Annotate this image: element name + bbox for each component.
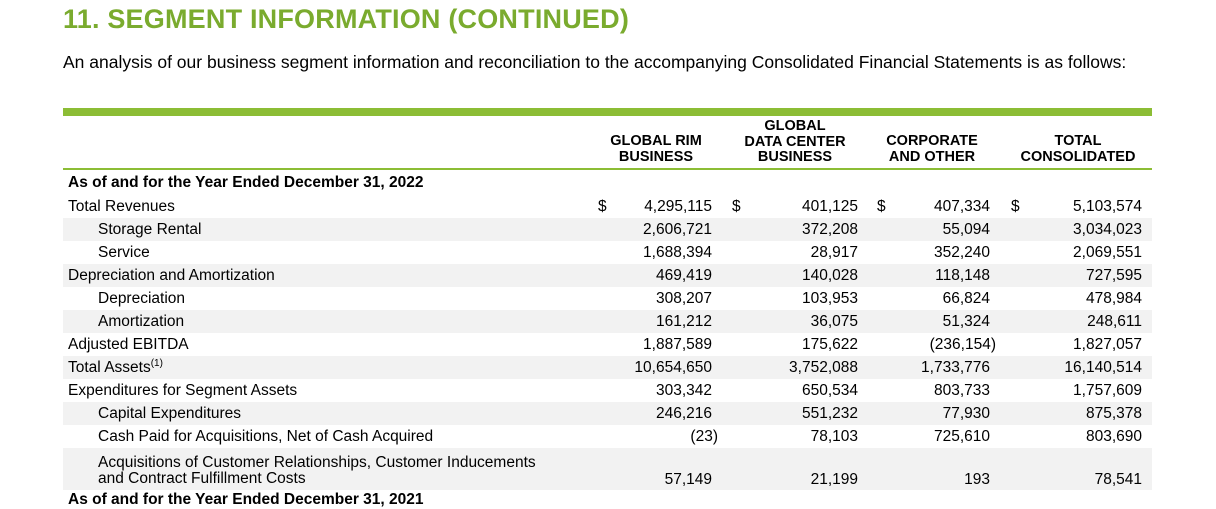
cell-total: 78,541 bbox=[1094, 471, 1142, 488]
cell-data-center: 103,953 bbox=[801, 290, 858, 307]
cell-global-rim: 4,295,115 bbox=[644, 198, 712, 215]
cell-total: 1,827,057 bbox=[1073, 336, 1142, 353]
cell-data-center: 372,208 bbox=[801, 221, 858, 238]
table-row: Amortization 161,212 36,075 51,324 248,6… bbox=[63, 310, 1152, 333]
cell-data-center: 28,917 bbox=[810, 244, 858, 261]
row-label: Total Assets(1) bbox=[68, 357, 163, 376]
cell-total: 5,103,574 bbox=[1073, 198, 1142, 215]
cell-data-center: 3,752,088 bbox=[789, 359, 858, 376]
cell-total: 3,034,023 bbox=[1073, 221, 1142, 238]
intro-paragraph: An analysis of our business segment info… bbox=[63, 52, 1127, 72]
table-row: Acquisitions of Customer Relationships, … bbox=[63, 448, 1152, 490]
header-rule bbox=[63, 168, 1152, 170]
cell-corporate: 1,733,776 bbox=[921, 359, 990, 376]
cell-data-center: 401,125 bbox=[801, 198, 858, 215]
cell-data-center: 175,622 bbox=[801, 336, 858, 353]
cell-global-rim: 246,216 bbox=[655, 405, 712, 422]
cell-corporate: 725,610 bbox=[933, 428, 990, 445]
row-label: Depreciation and Amortization bbox=[68, 267, 275, 284]
cell-global-rim: 1,688,394 bbox=[643, 244, 712, 261]
cell-data-center: 36,075 bbox=[810, 313, 858, 330]
table-row: Storage Rental 2,606,721 372,208 55,094 … bbox=[63, 218, 1152, 241]
cell-corporate: 51,324 bbox=[942, 313, 990, 330]
cell-total: 1,757,609 bbox=[1073, 382, 1142, 399]
cell-total: 248,611 bbox=[1087, 313, 1142, 330]
cell-global-rim: 1,887,589 bbox=[643, 336, 712, 353]
cell-data-center: 21,199 bbox=[810, 471, 858, 488]
cell-global-rim: 2,606,721 bbox=[643, 221, 712, 238]
cell-corporate: 193 bbox=[964, 471, 990, 488]
page-title: 11. SEGMENT INFORMATION (CONTINUED) bbox=[63, 4, 630, 34]
row-label: Depreciation bbox=[98, 290, 186, 307]
cell-corporate: 66,824 bbox=[942, 290, 990, 307]
cell-global-rim: 303,342 bbox=[655, 382, 712, 399]
cell-corporate: 55,094 bbox=[942, 221, 990, 238]
cell-total: 727,595 bbox=[1085, 267, 1142, 284]
section-heading-row: As of and for the Year Ended December 31… bbox=[63, 172, 1152, 194]
table-row: Expenditures for Segment Assets 303,342 … bbox=[63, 379, 1152, 402]
table-row: Depreciation and Amortization 469,419 14… bbox=[63, 264, 1152, 287]
currency-symbol: $ bbox=[877, 198, 886, 215]
cell-corporate: 803,733 bbox=[933, 382, 990, 399]
cell-data-center: 140,028 bbox=[801, 267, 858, 284]
cell-total: 16,140,514 bbox=[1064, 359, 1142, 376]
row-label: Capital Expenditures bbox=[98, 405, 242, 422]
row-label: Expenditures for Segment Assets bbox=[68, 382, 298, 399]
row-label: Cash Paid for Acquisitions, Net of Cash … bbox=[98, 428, 434, 445]
cell-corporate: 77,930 bbox=[942, 405, 990, 422]
table-row: Total Assets(1) 10,654,650 3,752,088 1,7… bbox=[63, 356, 1152, 379]
row-label: Adjusted EBITDA bbox=[68, 336, 189, 353]
cell-data-center: 78,103 bbox=[810, 428, 858, 445]
row-label: Total Revenues bbox=[68, 198, 175, 215]
cell-data-center: 551,232 bbox=[801, 405, 858, 422]
cell-corporate: 118,148 bbox=[935, 267, 990, 284]
col-header-total-consolidated: TOTAL CONSOLIDATED bbox=[1020, 133, 1136, 165]
cell-corporate: (236,154) bbox=[929, 336, 996, 353]
col-header-corporate-other: CORPORATE AND OTHER bbox=[886, 133, 978, 165]
currency-symbol: $ bbox=[598, 198, 607, 215]
table-row: Cash Paid for Acquisitions, Net of Cash … bbox=[63, 425, 1152, 448]
table-row: Depreciation 308,207 103,953 66,824 478,… bbox=[63, 287, 1152, 310]
table-row: Service 1,688,394 28,917 352,240 2,069,5… bbox=[63, 241, 1152, 264]
row-label: Service bbox=[98, 244, 150, 261]
col-header-global-rim: GLOBAL RIM BUSINESS bbox=[610, 133, 702, 165]
cell-data-center: 650,534 bbox=[801, 382, 858, 399]
table-row: Capital Expenditures 246,216 551,232 77,… bbox=[63, 402, 1152, 425]
footnote-marker: (1) bbox=[150, 357, 163, 369]
table-row: Adjusted EBITDA 1,887,589 175,622 (236,1… bbox=[63, 333, 1152, 356]
cell-total: 478,984 bbox=[1085, 290, 1142, 307]
currency-symbol: $ bbox=[1011, 198, 1020, 215]
cell-total: 803,690 bbox=[1085, 428, 1142, 445]
next-section-heading: As of and for the Year Ended December 31… bbox=[68, 491, 424, 508]
cell-global-rim: 469,419 bbox=[655, 267, 712, 284]
cell-corporate: 352,240 bbox=[933, 244, 990, 261]
row-label: Storage Rental bbox=[98, 221, 202, 238]
cell-global-rim: 161,212 bbox=[655, 313, 712, 330]
table-top-rule bbox=[63, 108, 1152, 116]
col-header-global-data-center: GLOBAL DATA CENTER BUSINESS bbox=[744, 118, 846, 165]
cell-total: 875,378 bbox=[1085, 405, 1142, 422]
cell-total: 2,069,551 bbox=[1073, 244, 1142, 261]
cell-global-rim: 10,654,650 bbox=[634, 359, 712, 376]
cell-global-rim: (23) bbox=[690, 428, 718, 445]
currency-symbol: $ bbox=[732, 198, 741, 215]
row-label: Acquisitions of Customer Relationships, … bbox=[98, 454, 536, 487]
section-heading: As of and for the Year Ended December 31… bbox=[68, 174, 424, 191]
row-label: Amortization bbox=[98, 313, 185, 330]
cell-global-rim: 308,207 bbox=[655, 290, 712, 307]
cell-global-rim: 57,149 bbox=[664, 471, 712, 488]
cell-corporate: 407,334 bbox=[933, 198, 990, 215]
table-row: Total Revenues $ 4,295,115 $ 401,125 $ 4… bbox=[63, 195, 1152, 218]
